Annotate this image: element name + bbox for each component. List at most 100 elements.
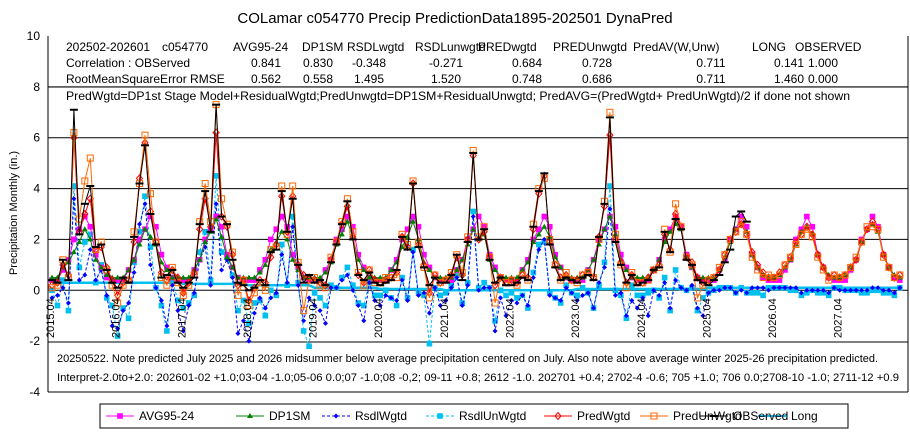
data-point-rsdlunwgtd [399, 274, 405, 281]
data-point-predunwgtd [858, 238, 866, 246]
legend-item-predwgtd: PredWgtd [544, 409, 630, 423]
data-point-dp1sm [76, 238, 83, 244]
data-point-avg95-24 [404, 226, 411, 233]
data-point-predwgtd [250, 283, 259, 293]
data-point-rsdlwgtd [705, 290, 711, 296]
stat-value: 0.841 [251, 56, 281, 70]
data-point-predunwgtd [86, 154, 94, 162]
data-point-predwgtd [715, 265, 723, 275]
legend-item-long: Long [758, 409, 818, 423]
y-axis-label: Precipitation Monthly (in.) [8, 151, 20, 275]
data-point-rsdlunwgtd [760, 292, 766, 299]
data-point-avg95-24 [180, 277, 187, 283]
row-label: Correlation : OBServed [66, 56, 190, 70]
data-point-rsdlwgtd [443, 297, 449, 303]
data-point-predunwgtd [349, 228, 357, 236]
data-point-rsdlwgtd [361, 318, 367, 324]
data-point-rsdlunwgtd [716, 284, 723, 291]
data-point-predwgtd [168, 265, 176, 275]
data-point-rsdlwgtd [673, 277, 679, 283]
data-point-rsdlunwgtd [858, 290, 865, 296]
data-point-rsdlunwgtd [322, 302, 329, 309]
data-point-rsdlunwgtd [514, 295, 520, 301]
data-point-rsdlwgtd [580, 292, 586, 298]
data-point-rsdlunwgtd [503, 292, 509, 299]
data-point-rsdlunwgtd [891, 292, 898, 299]
data-point-dp1sm [92, 256, 99, 262]
data-point-rsdlwgtd [219, 267, 225, 273]
data-point-rsdlunwgtd [339, 274, 345, 281]
data-point-avg95-24 [103, 274, 110, 281]
legend-swatch-marker [117, 413, 123, 419]
data-point-rsdlunwgtd [623, 315, 630, 322]
data-point-predwgtd [217, 212, 226, 221]
data-point-predunwgtd [852, 253, 860, 261]
y-tick-label: 6 [33, 131, 40, 145]
data-point-rsdlwgtd [667, 305, 673, 311]
data-point-predunwgtd [425, 294, 433, 302]
data-point-rsdlwgtd [798, 290, 804, 296]
data-point-rsdlwgtd [142, 201, 148, 207]
data-point-rsdlunwgtd [410, 246, 416, 253]
data-point-predwgtd [299, 270, 308, 280]
data-point-rsdlwgtd [465, 282, 471, 288]
data-point-rsdlwgtd [552, 295, 558, 301]
data-point-predwgtd [660, 230, 669, 239]
data-point-predwgtd [628, 270, 636, 280]
data-point-rsdlwgtd [279, 252, 285, 258]
data-point-predunwgtd [622, 284, 630, 292]
data-point-rsdlunwgtd [672, 267, 679, 273]
stats-table: 202502-202601 c054770 AVG95-24 DP1SM RSD… [66, 40, 862, 103]
data-point-rsdlunwgtd [689, 284, 695, 291]
data-point-rsdlunwgtd [656, 295, 662, 301]
data-point-predwgtd [130, 237, 138, 247]
data-point-avg95-24 [120, 277, 126, 283]
data-point-rsdlwgtd [634, 305, 640, 311]
data-point-rsdlwgtd [525, 303, 531, 309]
data-point-rsdlwgtd [208, 282, 214, 288]
data-point-rsdlwgtd [744, 290, 750, 296]
stat-value: 0.711 [696, 72, 725, 86]
data-point-rsdlunwgtd [754, 290, 761, 296]
data-point-predwgtd [398, 232, 406, 242]
data-point-predwgtd [737, 219, 745, 229]
data-point-rsdlwgtd [394, 297, 400, 303]
data-point-rsdlwgtd [339, 277, 345, 283]
stat-value: 0.141 [774, 56, 804, 70]
data-point-rsdlunwgtd [207, 277, 214, 283]
y-tick-label: -2 [29, 334, 40, 348]
legend-item-rsdlunwgtd: RsdlUnWgtd [426, 409, 526, 423]
data-point-predunwgtd [781, 261, 789, 269]
data-point-rsdlwgtd [180, 328, 186, 334]
data-point-rsdlwgtd [328, 285, 334, 291]
data-point-rsdlwgtd [76, 277, 82, 283]
data-point-rsdlwgtd [804, 287, 810, 293]
data-point-avg95-24 [278, 213, 285, 220]
data-point-rsdlunwgtd [213, 173, 219, 179]
data-point-predunwgtd [507, 276, 515, 284]
data-point-rsdlunwgtd [596, 282, 602, 288]
data-point-predwgtd [338, 219, 346, 229]
data-point-dp1sm [213, 216, 220, 222]
data-point-rsdlunwgtd [278, 241, 285, 248]
data-point-predunwgtd [289, 182, 297, 190]
data-point-rsdlunwgtd [443, 290, 449, 296]
data-point-predunwgtd [732, 228, 740, 236]
data-point-dp1sm [103, 272, 110, 278]
data-point-rsdlunwgtd [541, 239, 548, 245]
data-point-predunwgtd [163, 281, 171, 289]
data-point-rsdlwgtd [295, 282, 301, 288]
data-point-rsdlwgtd [760, 285, 766, 291]
legend: AVG95-24 DP1SM RsdlWgtd RsdlUnWgtd PredWgtd P… [106, 409, 818, 423]
data-point-rsdlwgtd [886, 287, 892, 293]
data-point-rsdlwgtd [508, 297, 514, 303]
data-point-predunwgtd [896, 271, 904, 279]
data-point-predwgtd [535, 189, 543, 198]
data-point-predwgtd [113, 291, 122, 300]
data-point-rsdlwgtd [749, 285, 755, 291]
data-point-dp1sm [147, 233, 154, 239]
data-point-predwgtd [606, 130, 614, 140]
legend-item-rsdlwgtd: RsdlWgtd [322, 409, 407, 423]
data-point-predunwgtd [808, 233, 816, 241]
data-point-avg95-24 [541, 213, 548, 220]
